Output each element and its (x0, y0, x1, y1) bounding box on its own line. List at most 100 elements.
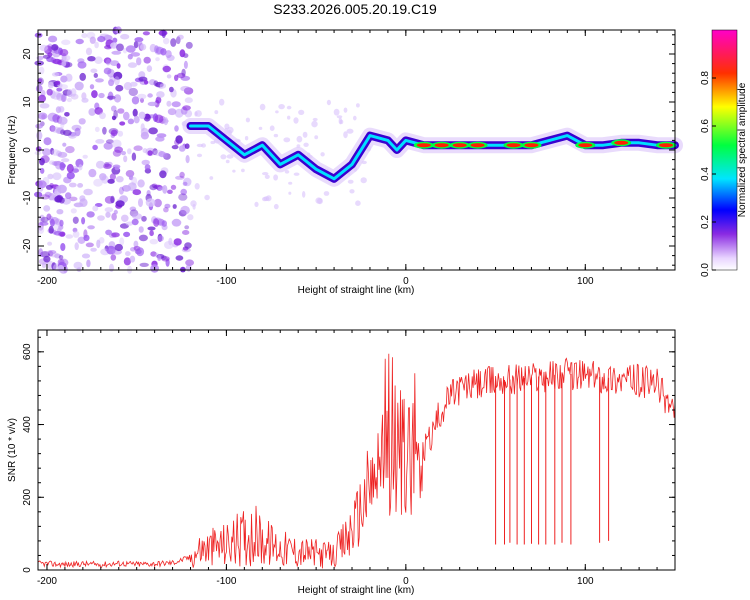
noise-blob (43, 255, 51, 263)
noise-blob (147, 101, 157, 107)
noise-blob (108, 79, 115, 87)
noise-blob (92, 144, 98, 151)
noise-blob (105, 59, 111, 66)
noise-blob (112, 149, 122, 157)
noise-blob (278, 104, 285, 110)
noise-blob (273, 133, 279, 138)
noise-blob (103, 163, 112, 169)
noise-blob (102, 126, 107, 135)
noise-blob (121, 151, 126, 156)
noise-blob (114, 166, 120, 171)
noise-blob (87, 225, 95, 230)
ridge-peak-core (524, 143, 539, 148)
y-tick-label: 600 (22, 343, 33, 360)
noise-blob (65, 234, 74, 239)
colorbar-tick-label: 0.4 (700, 167, 711, 181)
noise-blob (163, 207, 169, 213)
noise-blob (127, 182, 137, 192)
noise-blob (154, 45, 159, 54)
noise-blob (114, 76, 120, 86)
noise-blob (93, 73, 99, 78)
noise-blob (185, 41, 193, 49)
noise-blob (64, 61, 73, 68)
x-tick-label: -200 (37, 276, 57, 287)
y-tick-label: 200 (22, 488, 33, 505)
noise-blob (137, 179, 145, 188)
noise-blob (94, 56, 103, 64)
noise-blob (55, 106, 62, 114)
ridge-peak-core (434, 143, 449, 148)
noise-blob (85, 47, 93, 56)
noise-blob (275, 110, 279, 114)
noise-blob (163, 37, 170, 45)
noise-blob (220, 154, 227, 160)
noise-blob (52, 114, 60, 123)
noise-blob (312, 117, 318, 122)
noise-blob (183, 87, 194, 95)
noise-blob (184, 97, 193, 104)
noise-blob (105, 211, 111, 218)
noise-blob (59, 84, 68, 90)
noise-blob (103, 67, 112, 75)
noise-blob (40, 194, 50, 200)
noise-blob (194, 183, 200, 190)
noise-blob (72, 227, 78, 233)
noise-blob (152, 148, 158, 156)
noise-blob (109, 60, 120, 66)
noise-blob (161, 29, 166, 39)
noise-blob (119, 237, 125, 246)
noise-blob (57, 151, 68, 158)
noise-blob (79, 198, 88, 208)
noise-blob (94, 126, 100, 133)
noise-blob (130, 52, 141, 57)
noise-blob (163, 117, 169, 126)
noise-blob (157, 254, 162, 261)
noise-blob (81, 253, 91, 259)
noise-blob (333, 108, 340, 116)
noise-blob (149, 184, 158, 191)
noise-blob (89, 36, 96, 44)
noise-blob (65, 146, 75, 154)
noise-blob (103, 142, 113, 150)
noise-blob (47, 81, 54, 89)
noise-blob (283, 137, 291, 143)
noise-blob (105, 139, 114, 144)
noise-blob (74, 242, 79, 251)
noise-blob (167, 108, 177, 116)
noise-blob (171, 218, 182, 227)
noise-blob (264, 174, 270, 179)
noise-blob (39, 44, 48, 52)
x-tick-label: -200 (37, 576, 57, 587)
noise-blob (131, 218, 139, 226)
noise-blob (123, 231, 131, 238)
y-tick-label: 0 (22, 567, 33, 573)
noise-blob (111, 212, 117, 221)
noise-blob (44, 191, 52, 198)
noise-blob (46, 88, 53, 96)
noise-blob (128, 175, 134, 181)
noise-blob (245, 117, 250, 123)
noise-blob (179, 49, 186, 58)
snr-series-line (37, 353, 676, 569)
noise-blob (113, 71, 123, 80)
noise-blob (110, 254, 117, 261)
noise-blob (170, 38, 177, 47)
noise-blob (225, 159, 230, 164)
noise-blob (154, 99, 160, 108)
noise-blob (149, 230, 154, 237)
noise-blob (303, 142, 309, 147)
noise-blob (60, 243, 66, 251)
y-tick-label: -20 (22, 238, 33, 253)
colorbar-gradient (711, 29, 738, 271)
noise-blob (175, 175, 185, 180)
noise-blob (141, 159, 150, 166)
noise-blob (155, 57, 160, 62)
noise-blob (311, 120, 318, 128)
noise-blob (226, 126, 234, 134)
noise-blob (45, 184, 53, 190)
noise-blob (94, 41, 99, 49)
noise-blob (77, 183, 84, 188)
y-tick-label: 0 (22, 147, 33, 153)
noise-blob (155, 136, 165, 142)
noise-blob (139, 262, 149, 267)
